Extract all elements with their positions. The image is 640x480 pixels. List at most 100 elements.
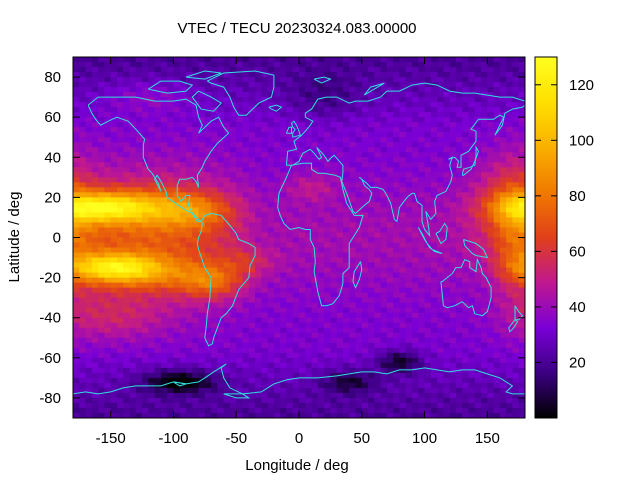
heatmap-cell [261, 237, 269, 244]
heatmap-cell [324, 297, 331, 304]
heatmap-cell [110, 132, 118, 138]
heatmap-cell [336, 352, 344, 359]
heatmap-cell [311, 297, 319, 304]
heatmap-cell [386, 367, 394, 374]
heatmap-cell [487, 67, 495, 73]
heatmap-cell [242, 257, 250, 264]
heatmap-cell [255, 367, 262, 374]
heatmap-cell [455, 362, 463, 369]
heatmap-cell [148, 252, 156, 259]
heatmap-cell [280, 262, 288, 269]
heatmap-cell [506, 172, 514, 178]
heatmap-cell [129, 137, 137, 143]
heatmap-cell [280, 292, 288, 299]
heatmap-cell [292, 142, 300, 148]
heatmap-cell [79, 257, 87, 264]
heatmap-cell [98, 137, 105, 143]
heatmap-cell [135, 72, 143, 78]
heatmap-cell [242, 227, 250, 234]
heatmap-cell [204, 187, 212, 193]
heatmap-cell [418, 292, 426, 299]
heatmap-cell [424, 257, 432, 264]
heatmap-cell [280, 77, 288, 83]
heatmap-cell [299, 367, 306, 374]
heatmap-cell [148, 262, 156, 269]
heatmap-cell [518, 367, 525, 374]
heatmap-cell [374, 92, 382, 98]
heatmap-cell [386, 157, 394, 163]
heatmap-cell [487, 397, 495, 404]
heatmap-cell [217, 122, 225, 128]
heatmap-cell [361, 237, 369, 244]
heatmap-cell [242, 207, 250, 214]
heatmap-cell [317, 67, 325, 73]
heatmap-cell [449, 262, 457, 269]
heatmap-cell [506, 72, 514, 78]
heatmap-cell [223, 112, 231, 118]
heatmap-cell [424, 142, 432, 148]
heatmap-cell [455, 157, 463, 163]
heatmap-cell [355, 357, 363, 364]
heatmap-cell [405, 307, 413, 314]
heatmap-cell [342, 252, 350, 259]
heatmap-cell [229, 397, 237, 404]
heatmap-cell [104, 147, 112, 153]
heatmap-cell [292, 87, 300, 93]
heatmap-cell [192, 92, 200, 98]
heatmap-cell [374, 202, 382, 209]
heatmap-cell [79, 277, 87, 284]
heatmap-cell [311, 72, 319, 78]
heatmap-cell [481, 387, 488, 394]
heatmap-cell [204, 182, 212, 188]
heatmap-cell [186, 147, 193, 153]
heatmap-cell [286, 97, 294, 103]
heatmap-cell [204, 322, 212, 329]
heatmap-cell [280, 257, 288, 264]
heatmap-cell [267, 327, 275, 334]
heatmap-cell [455, 327, 463, 334]
heatmap-cell [73, 392, 80, 399]
heatmap-cell [361, 77, 369, 83]
heatmap-cell [336, 357, 344, 364]
heatmap-cell [468, 352, 476, 359]
heatmap-cell [361, 297, 369, 304]
heatmap-cell [468, 277, 476, 284]
heatmap-cell [116, 117, 124, 123]
heatmap-cell [424, 127, 432, 133]
heatmap-cell [211, 112, 218, 118]
heatmap-cell [160, 312, 168, 319]
heatmap-cell [129, 332, 137, 339]
heatmap-cell [368, 127, 375, 133]
heatmap-cell [493, 207, 501, 214]
heatmap-cell [355, 242, 363, 249]
heatmap-cell [386, 107, 394, 113]
heatmap-cell [361, 327, 369, 334]
heatmap-cell [361, 172, 369, 178]
heatmap-cell [123, 132, 131, 138]
heatmap-cell [85, 62, 93, 68]
heatmap-cell [142, 102, 149, 108]
heatmap-cell [430, 187, 438, 193]
heatmap-cell [506, 157, 514, 163]
heatmap-cell [349, 292, 357, 299]
heatmap-cell [179, 77, 187, 83]
heatmap-cell [242, 307, 250, 314]
heatmap-cell [342, 77, 350, 83]
heatmap-cell [142, 302, 149, 309]
heatmap-cell [129, 267, 137, 274]
heatmap-cell [512, 147, 520, 153]
heatmap-cell [261, 197, 269, 203]
heatmap-cell [512, 172, 520, 178]
heatmap-cell [349, 142, 357, 148]
heatmap-cell [512, 112, 520, 118]
heatmap-cell [368, 102, 375, 108]
heatmap-cell [236, 107, 244, 113]
heatmap-cell [361, 212, 369, 219]
heatmap-cell [299, 62, 306, 68]
heatmap-cell [104, 322, 112, 329]
heatmap-cell [443, 362, 451, 369]
heatmap-cell [154, 292, 162, 299]
heatmap-cell [135, 212, 143, 219]
heatmap-cell [424, 217, 432, 224]
heatmap-cell [73, 387, 80, 394]
